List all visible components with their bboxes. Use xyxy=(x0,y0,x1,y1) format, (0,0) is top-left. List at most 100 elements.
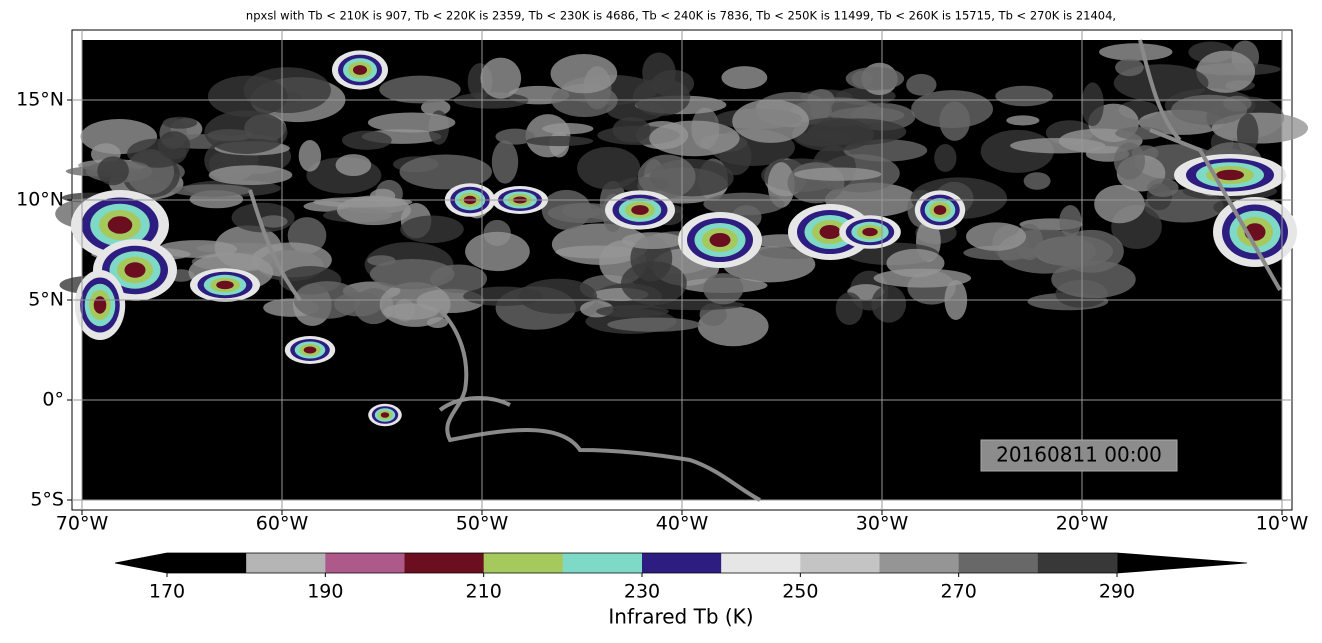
colorbar-segment xyxy=(1037,553,1118,573)
cloud xyxy=(1196,50,1256,93)
cloud xyxy=(259,215,288,228)
colorbar-tick-label: 290 xyxy=(1099,581,1135,603)
cloud xyxy=(171,184,253,197)
convective-core xyxy=(631,205,649,215)
convective-core xyxy=(124,262,146,278)
x-tick-label: 40°W xyxy=(656,513,709,535)
cloud xyxy=(966,222,1027,251)
timestamp: 20160811 00:00 xyxy=(996,443,1162,467)
cloud xyxy=(1094,184,1145,224)
x-tick-label: 30°W xyxy=(856,513,909,535)
cloud xyxy=(97,156,129,186)
cloud xyxy=(157,131,191,160)
cloud xyxy=(577,146,641,190)
y-tick-label: 10°N xyxy=(16,189,64,211)
cloud xyxy=(518,278,597,315)
cloud xyxy=(550,54,618,94)
cloud xyxy=(845,66,905,91)
colorbar-tick-label: 270 xyxy=(941,581,977,603)
cloud xyxy=(1059,205,1082,238)
x-tick-label: 20°W xyxy=(1056,513,1109,535)
colorbar-tick-label: 230 xyxy=(624,581,660,603)
cloud xyxy=(637,154,696,199)
colorbar-tick-label: 190 xyxy=(307,581,343,603)
colorbar-segment xyxy=(167,553,247,573)
convective-core xyxy=(933,205,947,215)
colorbar-segment xyxy=(246,553,326,573)
x-tick-label: 70°W xyxy=(56,513,109,535)
cloud xyxy=(463,286,543,306)
cloud xyxy=(1010,137,1106,154)
cloud xyxy=(1051,260,1136,299)
cloud xyxy=(1099,43,1173,61)
cloud-field xyxy=(55,40,1309,427)
convective-core xyxy=(303,346,317,354)
x-tick-label: 60°W xyxy=(256,513,309,535)
cloud xyxy=(335,154,372,177)
cloud xyxy=(911,90,993,129)
cloud xyxy=(1115,58,1144,77)
cloud xyxy=(399,154,492,190)
cloud xyxy=(807,118,907,146)
cloud xyxy=(1023,172,1051,190)
colorbar-tick-label: 210 xyxy=(466,581,502,603)
cloud xyxy=(298,140,322,172)
cloud xyxy=(1171,94,1248,125)
cloud xyxy=(367,112,456,133)
x-tick-label: 50°W xyxy=(456,513,509,535)
cloud xyxy=(607,317,701,332)
cloud xyxy=(204,110,288,154)
cloud xyxy=(871,285,907,323)
colorbar-label: Infrared Tb (K) xyxy=(608,605,753,629)
convective-core xyxy=(380,412,390,418)
x-tick-label: 10°W xyxy=(1256,513,1309,535)
y-tick-label: 5°N xyxy=(28,289,64,311)
colorbar-segment xyxy=(800,553,880,573)
cloud xyxy=(934,144,957,172)
cloud xyxy=(621,232,684,249)
cloud xyxy=(400,215,464,244)
convective-core xyxy=(862,227,878,237)
colorbar-tick-label: 170 xyxy=(149,581,185,603)
colorbar-segment xyxy=(879,553,960,573)
cloud xyxy=(767,162,795,208)
y-tick-label: 5°S xyxy=(30,489,64,511)
cloud xyxy=(612,117,651,143)
cloud xyxy=(162,116,198,129)
coastline xyxy=(248,39,1282,502)
cloud xyxy=(1081,82,1104,127)
cloud xyxy=(491,140,519,184)
colorbar-segment xyxy=(562,553,643,573)
cloud xyxy=(480,57,522,99)
cloud xyxy=(525,114,571,158)
cloud xyxy=(1006,115,1040,126)
cloud xyxy=(526,135,594,147)
cloud xyxy=(369,258,455,290)
cloud xyxy=(420,99,451,116)
cloud xyxy=(995,85,1053,107)
cloud xyxy=(596,304,669,318)
convective-core xyxy=(107,216,133,234)
map-title: npxsl with Tb < 210K is 907, Tb < 220K i… xyxy=(246,9,1116,23)
colorbar-tick-label: 250 xyxy=(782,581,818,603)
y-tick-label: 15°N xyxy=(16,89,64,111)
cloud xyxy=(620,261,687,305)
convective-core xyxy=(709,233,731,247)
convective-core xyxy=(353,65,367,75)
cloud xyxy=(732,99,810,143)
cloud xyxy=(1113,142,1146,180)
convective-core xyxy=(93,296,107,314)
cloud xyxy=(157,240,238,258)
cloud xyxy=(383,303,439,320)
convective-core xyxy=(1216,169,1244,181)
cloud xyxy=(465,231,530,272)
cloud xyxy=(721,66,768,90)
cloud xyxy=(703,273,744,305)
cloud xyxy=(495,128,535,145)
colorbar-segment xyxy=(404,553,485,573)
cloud xyxy=(703,192,785,216)
colorbar-extend-low xyxy=(115,553,167,573)
cloud xyxy=(649,120,740,157)
convective-core xyxy=(819,225,841,239)
